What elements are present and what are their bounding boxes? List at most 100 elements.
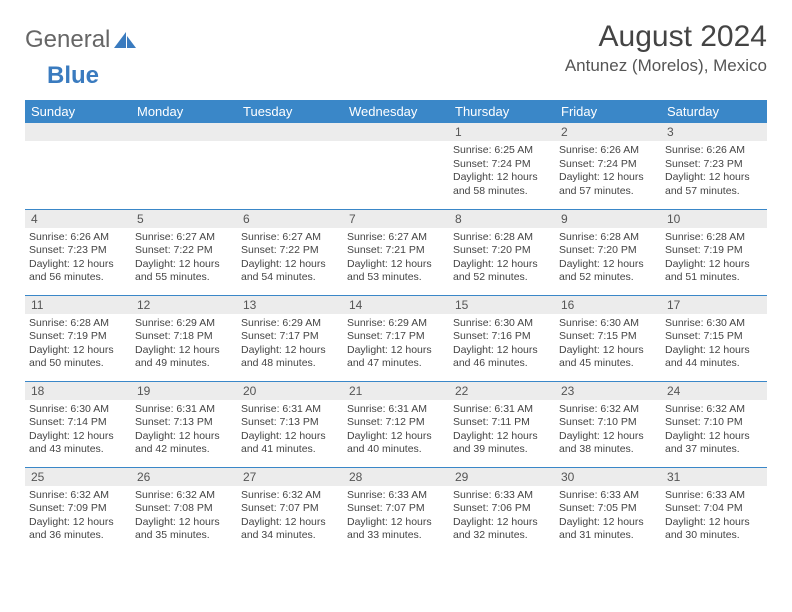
- day-number: 26: [131, 468, 237, 486]
- weekday-header-row: SundayMondayTuesdayWednesdayThursdayFrid…: [25, 100, 767, 123]
- day-number: 5: [131, 210, 237, 228]
- day-detail: Sunrise: 6:28 AMSunset: 7:19 PMDaylight:…: [25, 314, 131, 375]
- day-number-empty: [131, 123, 237, 141]
- day-number: 13: [237, 296, 343, 314]
- logo-text-1: General: [25, 26, 110, 54]
- day-number: 31: [661, 468, 767, 486]
- weekday-header: Friday: [555, 100, 661, 123]
- calendar-day-cell: 11Sunrise: 6:28 AMSunset: 7:19 PMDayligh…: [25, 295, 131, 381]
- day-number: 25: [25, 468, 131, 486]
- calendar-day-cell: 15Sunrise: 6:30 AMSunset: 7:16 PMDayligh…: [449, 295, 555, 381]
- day-detail: Sunrise: 6:33 AMSunset: 7:05 PMDaylight:…: [555, 486, 661, 547]
- day-detail: Sunrise: 6:29 AMSunset: 7:17 PMDaylight:…: [237, 314, 343, 375]
- weekday-header: Sunday: [25, 100, 131, 123]
- day-number-empty: [343, 123, 449, 141]
- calendar-day-cell: 2Sunrise: 6:26 AMSunset: 7:24 PMDaylight…: [555, 123, 661, 209]
- day-number-empty: [25, 123, 131, 141]
- day-detail: Sunrise: 6:26 AMSunset: 7:24 PMDaylight:…: [555, 141, 661, 202]
- calendar-day-cell: 6Sunrise: 6:27 AMSunset: 7:22 PMDaylight…: [237, 209, 343, 295]
- calendar-day-cell: 4Sunrise: 6:26 AMSunset: 7:23 PMDaylight…: [25, 209, 131, 295]
- calendar-day-cell: 30Sunrise: 6:33 AMSunset: 7:05 PMDayligh…: [555, 467, 661, 553]
- calendar-week-row: 4Sunrise: 6:26 AMSunset: 7:23 PMDaylight…: [25, 209, 767, 295]
- calendar-week-row: 18Sunrise: 6:30 AMSunset: 7:14 PMDayligh…: [25, 381, 767, 467]
- day-detail: Sunrise: 6:31 AMSunset: 7:11 PMDaylight:…: [449, 400, 555, 461]
- calendar-day-cell: [237, 123, 343, 209]
- calendar-day-cell: 16Sunrise: 6:30 AMSunset: 7:15 PMDayligh…: [555, 295, 661, 381]
- calendar-day-cell: 5Sunrise: 6:27 AMSunset: 7:22 PMDaylight…: [131, 209, 237, 295]
- logo-sail-icon: [112, 30, 138, 50]
- calendar-day-cell: 7Sunrise: 6:27 AMSunset: 7:21 PMDaylight…: [343, 209, 449, 295]
- calendar-day-cell: 22Sunrise: 6:31 AMSunset: 7:11 PMDayligh…: [449, 381, 555, 467]
- day-detail: Sunrise: 6:33 AMSunset: 7:04 PMDaylight:…: [661, 486, 767, 547]
- calendar-day-cell: 29Sunrise: 6:33 AMSunset: 7:06 PMDayligh…: [449, 467, 555, 553]
- day-detail: Sunrise: 6:31 AMSunset: 7:13 PMDaylight:…: [131, 400, 237, 461]
- calendar-day-cell: 31Sunrise: 6:33 AMSunset: 7:04 PMDayligh…: [661, 467, 767, 553]
- calendar-table: SundayMondayTuesdayWednesdayThursdayFrid…: [25, 100, 767, 553]
- day-detail: Sunrise: 6:30 AMSunset: 7:14 PMDaylight:…: [25, 400, 131, 461]
- day-number: 30: [555, 468, 661, 486]
- day-number: 7: [343, 210, 449, 228]
- calendar-day-cell: 26Sunrise: 6:32 AMSunset: 7:08 PMDayligh…: [131, 467, 237, 553]
- day-number: 18: [25, 382, 131, 400]
- weekday-header: Saturday: [661, 100, 767, 123]
- calendar-day-cell: 13Sunrise: 6:29 AMSunset: 7:17 PMDayligh…: [237, 295, 343, 381]
- day-number: 1: [449, 123, 555, 141]
- day-detail: Sunrise: 6:27 AMSunset: 7:22 PMDaylight:…: [237, 228, 343, 289]
- day-number: 27: [237, 468, 343, 486]
- day-detail: Sunrise: 6:32 AMSunset: 7:10 PMDaylight:…: [661, 400, 767, 461]
- day-number: 28: [343, 468, 449, 486]
- calendar-day-cell: [343, 123, 449, 209]
- calendar-day-cell: [131, 123, 237, 209]
- day-detail: Sunrise: 6:33 AMSunset: 7:07 PMDaylight:…: [343, 486, 449, 547]
- day-number: 22: [449, 382, 555, 400]
- day-number: 15: [449, 296, 555, 314]
- day-detail: Sunrise: 6:33 AMSunset: 7:06 PMDaylight:…: [449, 486, 555, 547]
- calendar-day-cell: 25Sunrise: 6:32 AMSunset: 7:09 PMDayligh…: [25, 467, 131, 553]
- day-detail: Sunrise: 6:26 AMSunset: 7:23 PMDaylight:…: [661, 141, 767, 202]
- month-title: August 2024: [565, 20, 767, 54]
- day-number: 23: [555, 382, 661, 400]
- day-number: 3: [661, 123, 767, 141]
- day-number: 16: [555, 296, 661, 314]
- day-number: 20: [237, 382, 343, 400]
- day-number: 17: [661, 296, 767, 314]
- day-number: 10: [661, 210, 767, 228]
- day-number: 4: [25, 210, 131, 228]
- day-number: 9: [555, 210, 661, 228]
- day-detail: Sunrise: 6:30 AMSunset: 7:15 PMDaylight:…: [555, 314, 661, 375]
- day-detail: Sunrise: 6:32 AMSunset: 7:10 PMDaylight:…: [555, 400, 661, 461]
- day-number: 14: [343, 296, 449, 314]
- day-number-empty: [237, 123, 343, 141]
- calendar-day-cell: 3Sunrise: 6:26 AMSunset: 7:23 PMDaylight…: [661, 123, 767, 209]
- calendar-body: 1Sunrise: 6:25 AMSunset: 7:24 PMDaylight…: [25, 123, 767, 553]
- day-number: 2: [555, 123, 661, 141]
- day-number: 8: [449, 210, 555, 228]
- weekday-header: Thursday: [449, 100, 555, 123]
- logo-text-2: Blue: [47, 62, 99, 89]
- location-subtitle: Antunez (Morelos), Mexico: [565, 56, 767, 76]
- calendar-day-cell: 23Sunrise: 6:32 AMSunset: 7:10 PMDayligh…: [555, 381, 661, 467]
- calendar-day-cell: 20Sunrise: 6:31 AMSunset: 7:13 PMDayligh…: [237, 381, 343, 467]
- calendar-day-cell: 18Sunrise: 6:30 AMSunset: 7:14 PMDayligh…: [25, 381, 131, 467]
- calendar-day-cell: 1Sunrise: 6:25 AMSunset: 7:24 PMDaylight…: [449, 123, 555, 209]
- day-detail: Sunrise: 6:30 AMSunset: 7:15 PMDaylight:…: [661, 314, 767, 375]
- calendar-day-cell: [25, 123, 131, 209]
- day-number: 21: [343, 382, 449, 400]
- calendar-day-cell: 14Sunrise: 6:29 AMSunset: 7:17 PMDayligh…: [343, 295, 449, 381]
- day-detail: Sunrise: 6:27 AMSunset: 7:22 PMDaylight:…: [131, 228, 237, 289]
- calendar-week-row: 1Sunrise: 6:25 AMSunset: 7:24 PMDaylight…: [25, 123, 767, 209]
- calendar-day-cell: 24Sunrise: 6:32 AMSunset: 7:10 PMDayligh…: [661, 381, 767, 467]
- title-block: August 2024 Antunez (Morelos), Mexico: [565, 20, 767, 76]
- calendar-week-row: 11Sunrise: 6:28 AMSunset: 7:19 PMDayligh…: [25, 295, 767, 381]
- day-detail: Sunrise: 6:28 AMSunset: 7:20 PMDaylight:…: [449, 228, 555, 289]
- day-detail: Sunrise: 6:29 AMSunset: 7:17 PMDaylight:…: [343, 314, 449, 375]
- day-number: 11: [25, 296, 131, 314]
- calendar-day-cell: 12Sunrise: 6:29 AMSunset: 7:18 PMDayligh…: [131, 295, 237, 381]
- day-number: 19: [131, 382, 237, 400]
- day-detail: Sunrise: 6:27 AMSunset: 7:21 PMDaylight:…: [343, 228, 449, 289]
- weekday-header: Tuesday: [237, 100, 343, 123]
- logo: General: [25, 26, 138, 54]
- day-detail: Sunrise: 6:29 AMSunset: 7:18 PMDaylight:…: [131, 314, 237, 375]
- calendar-day-cell: 9Sunrise: 6:28 AMSunset: 7:20 PMDaylight…: [555, 209, 661, 295]
- day-detail: Sunrise: 6:32 AMSunset: 7:09 PMDaylight:…: [25, 486, 131, 547]
